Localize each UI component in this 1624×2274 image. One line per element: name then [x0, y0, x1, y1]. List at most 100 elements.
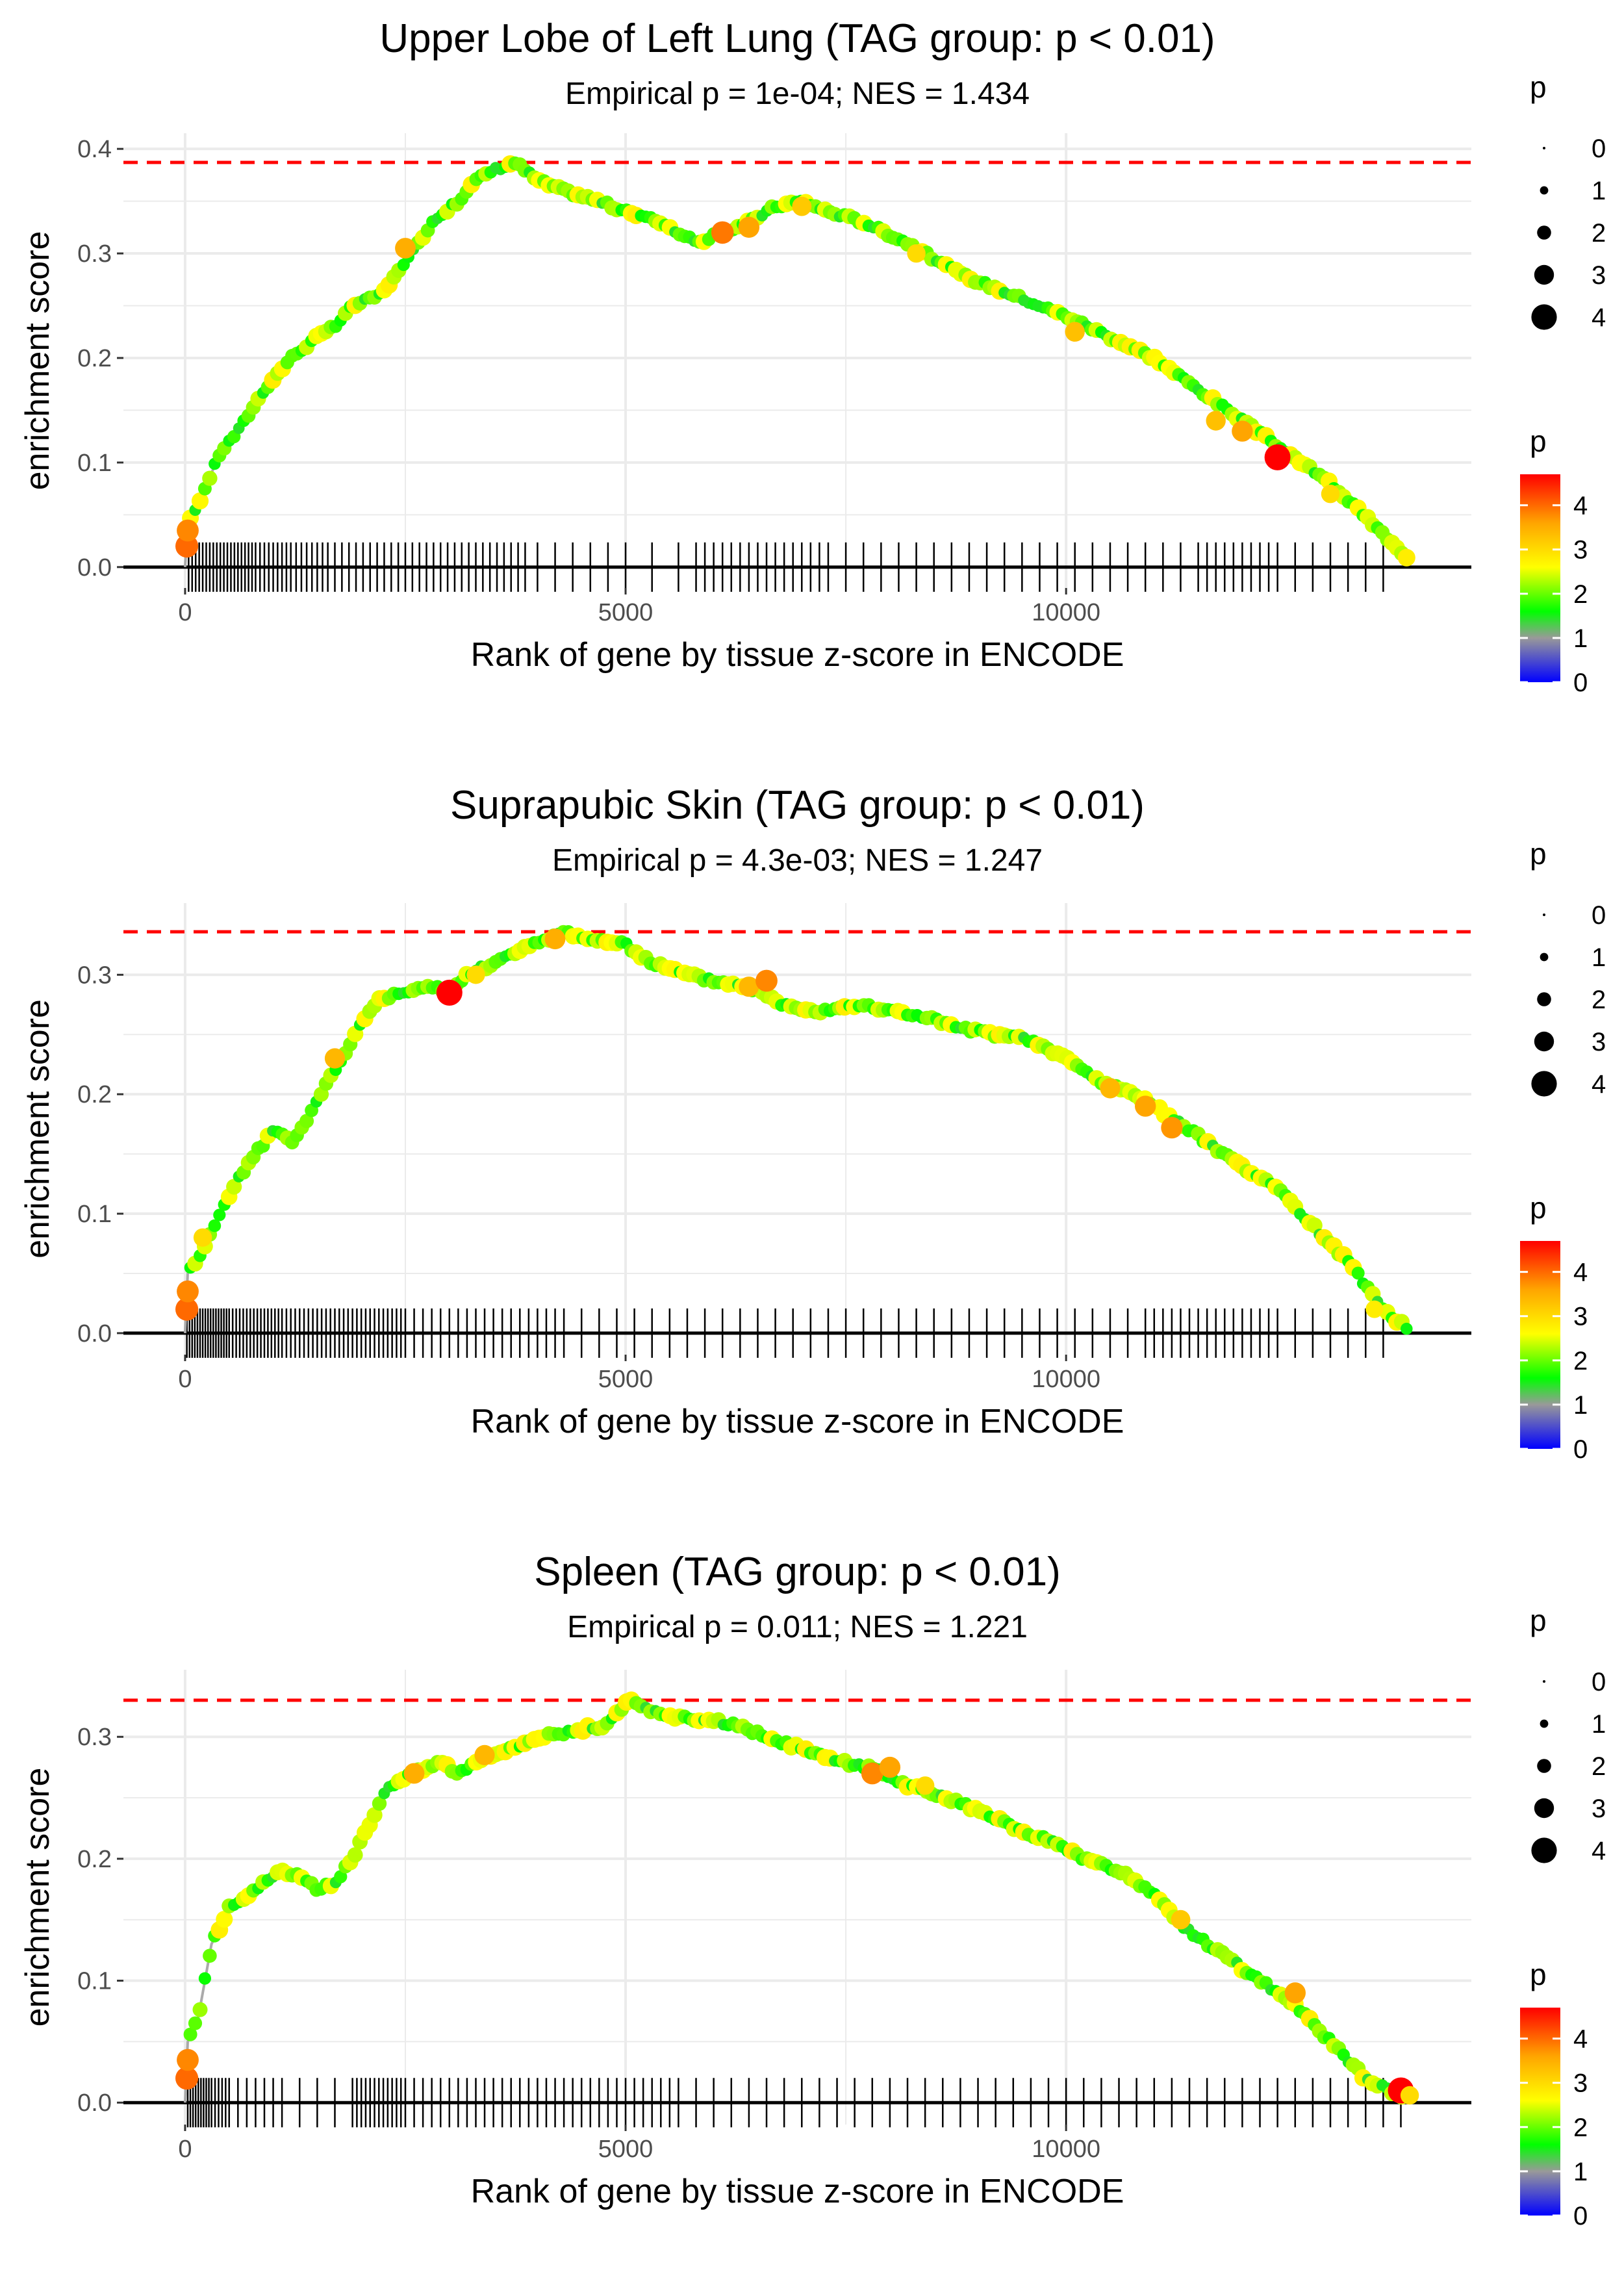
- y-tick-label: 0.3: [77, 1724, 112, 1751]
- y-tick-label: 0.1: [77, 1968, 112, 1995]
- es-point-highlight: [324, 1048, 346, 1069]
- size-legend-label: 3: [1592, 1028, 1606, 1056]
- es-point: [366, 1807, 383, 1823]
- color-legend-label: 3: [1573, 536, 1588, 565]
- size-legend-label: 4: [1592, 1837, 1606, 1865]
- es-curve: [183, 160, 1411, 567]
- es-point-highlight: [738, 216, 760, 238]
- size-legend-title: p: [1530, 70, 1547, 104]
- y-tick-label: 0.0: [77, 1320, 112, 1348]
- y-axis-label: enrichment score: [19, 999, 57, 1258]
- es-point: [299, 1114, 314, 1129]
- es-point-highlight: [879, 1756, 901, 1778]
- color-legend-title: p: [1530, 424, 1547, 458]
- size-legend-key: [1540, 1719, 1549, 1728]
- es-point-highlight: [916, 1776, 935, 1795]
- es-point-highlight: [175, 1297, 199, 1321]
- es-point-highlight: [755, 969, 778, 992]
- size-legend: p 0 1 2 3 4: [1530, 1603, 1606, 1865]
- size-legend-label: 3: [1592, 261, 1606, 290]
- x-tick-label: 0: [178, 2136, 192, 2163]
- y-axis-label: enrichment score: [19, 1768, 57, 2027]
- size-legend-label: 0: [1592, 134, 1606, 163]
- size-legend-key: [1537, 225, 1551, 240]
- es-point-highlight: [1135, 1095, 1156, 1117]
- chart-subtitle: Empirical p = 4.3e-03; NES = 1.247: [552, 843, 1043, 878]
- gridlines: [123, 903, 1471, 1355]
- size-legend-key: [1543, 913, 1545, 916]
- x-tick-label: 10000: [1032, 1366, 1100, 1393]
- es-points: [175, 155, 1415, 567]
- size-legend-key: [1543, 147, 1545, 149]
- es-point-highlight: [177, 519, 199, 542]
- size-legend-key: [1537, 992, 1551, 1006]
- color-legend-label: 4: [1573, 2025, 1588, 2054]
- color-legend-title: p: [1530, 1191, 1547, 1225]
- y-tick-label: 0.3: [77, 240, 112, 268]
- color-legend: p 0 1 2 3 4: [1520, 1191, 1588, 1464]
- x-tick-label: 5000: [598, 599, 653, 626]
- es-point: [213, 1208, 226, 1221]
- y-tick-label: 0.2: [77, 1081, 112, 1108]
- y-axis-label: enrichment score: [19, 231, 57, 491]
- size-legend: p 0 1 2 3 4: [1530, 837, 1606, 1099]
- es-point-highlight: [175, 2067, 199, 2090]
- chart-title: Upper Lobe of Left Lung (TAG group: p < …: [379, 16, 1215, 61]
- es-point-highlight: [711, 221, 734, 244]
- y-tick-label: 0.3: [77, 962, 112, 989]
- size-legend-title: p: [1530, 837, 1547, 871]
- x-axis-label: Rank of gene by tissue z-score in ENCODE: [471, 636, 1124, 674]
- size-legend-label: 1: [1592, 177, 1606, 205]
- es-point-highlight: [1171, 1910, 1191, 1930]
- es-point: [372, 1796, 387, 1811]
- es-point-highlight: [466, 965, 485, 984]
- es-point: [216, 1911, 233, 1928]
- es-point: [1351, 1266, 1365, 1280]
- color-legend-label: 0: [1573, 669, 1588, 697]
- es-point-highlight: [1065, 322, 1085, 342]
- color-legend-label: 0: [1573, 2202, 1588, 2230]
- size-legend-label: 2: [1592, 986, 1606, 1014]
- y-tick-label: 0.2: [77, 1846, 112, 1873]
- chart-panel-2: Suprapubic Skin (TAG group: p < 0.01) Emp…: [19, 783, 1606, 1464]
- size-legend-title: p: [1530, 1603, 1547, 1637]
- es-point: [192, 2002, 208, 2017]
- chart-subtitle: Empirical p = 1e-04; NES = 1.434: [565, 77, 1030, 111]
- chart-panel-1: Upper Lobe of Left Lung (TAG group: p < …: [19, 16, 1606, 697]
- x-axis-label: Rank of gene by tissue z-score in ENCODE: [471, 2173, 1124, 2210]
- color-legend-label: 3: [1573, 2069, 1588, 2098]
- size-legend-label: 2: [1592, 1752, 1606, 1781]
- x-axis-label: Rank of gene by tissue z-score in ENCODE: [471, 1403, 1124, 1440]
- size-legend-label: 1: [1592, 1710, 1606, 1739]
- y-tick-label: 0.0: [77, 2089, 112, 2117]
- size-legend-label: 4: [1592, 303, 1606, 332]
- color-bar: [1520, 474, 1560, 682]
- color-legend: p 0 1 2 3 4: [1520, 1958, 1588, 2230]
- es-point-highlight: [1100, 1078, 1121, 1099]
- es-point: [188, 2016, 203, 2030]
- chart-title: Spleen (TAG group: p < 0.01): [534, 1550, 1060, 1594]
- size-legend-label: 0: [1592, 1668, 1606, 1696]
- chart-title: Suprapubic Skin (TAG group: p < 0.01): [450, 783, 1145, 828]
- es-point: [203, 1948, 217, 1963]
- size-legend-key: [1543, 1680, 1545, 1683]
- es-point: [191, 492, 209, 510]
- es-point: [1397, 548, 1415, 567]
- es-point-highlight: [1400, 2086, 1419, 2105]
- y-tick-label: 0.4: [77, 136, 112, 163]
- es-point: [334, 1870, 348, 1884]
- color-legend-label: 4: [1573, 1258, 1588, 1287]
- color-legend-label: 1: [1573, 1391, 1588, 1420]
- es-point-highlight: [1206, 411, 1226, 431]
- size-legend-key: [1537, 1759, 1551, 1773]
- size-legend-label: 0: [1592, 901, 1606, 930]
- x-tick-label: 5000: [598, 1366, 653, 1393]
- es-point-highlight: [395, 238, 416, 259]
- size-legend-key: [1531, 1837, 1557, 1863]
- size-legend-key: [1534, 1031, 1554, 1052]
- es-point: [183, 2027, 197, 2041]
- es-point-highlight: [1161, 1117, 1183, 1139]
- es-point-highlight: [1321, 485, 1340, 504]
- es-point-highlight: [175, 535, 199, 558]
- size-legend-key: [1540, 186, 1549, 195]
